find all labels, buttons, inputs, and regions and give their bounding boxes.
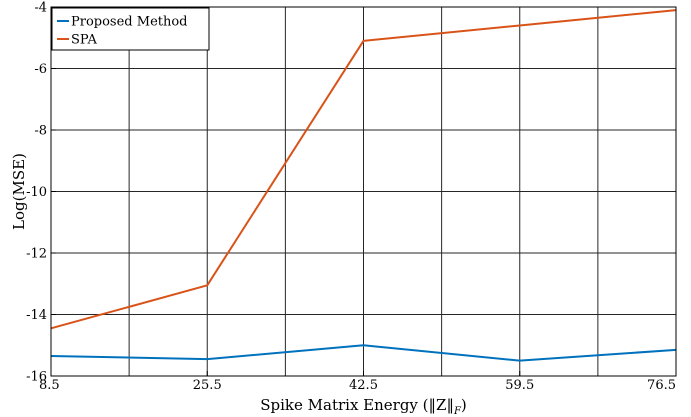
y-tick-label: -10 xyxy=(26,185,47,200)
y-tick-label: -16 xyxy=(26,370,47,385)
legend: Proposed Method SPA xyxy=(51,7,210,51)
legend-label-proposed-method: Proposed Method xyxy=(71,15,188,30)
x-tick-label: 76.5 xyxy=(647,378,676,393)
legend-label-spa: SPA xyxy=(71,33,97,48)
grid-lines xyxy=(51,7,676,376)
x-axis-title: Spike Matrix Energy (‖Z‖F) xyxy=(260,396,467,417)
x-tick-labels: 8.5 25.5 42.5 59.5 76.5 xyxy=(39,371,677,393)
y-tick-labels: -16 -14 -12 -10 -8 -6 -4 xyxy=(26,1,56,385)
x-axis-title-main: Spike Matrix Energy (‖Z‖ xyxy=(260,396,454,414)
y-tick-label: -14 xyxy=(26,308,47,323)
series-line-proposed-method xyxy=(50,344,677,362)
y-tick-label: -6 xyxy=(34,62,47,77)
series-lines xyxy=(50,9,677,362)
x-tick-label: 8.5 xyxy=(39,378,60,393)
y-tick-label: -8 xyxy=(34,124,47,139)
y-tick-label: -4 xyxy=(34,1,47,16)
legend-box xyxy=(51,7,210,51)
y-tick-label: -12 xyxy=(26,247,47,262)
x-tick-label: 42.5 xyxy=(349,378,378,393)
y-axis-title: Log(MSE) xyxy=(10,153,28,230)
x-tick-label: 25.5 xyxy=(193,378,222,393)
series-line-spa xyxy=(50,9,677,330)
x-axis-title-close: ) xyxy=(461,396,467,414)
x-tick-label: 59.5 xyxy=(505,378,534,393)
x-axis-title-subscript: F xyxy=(453,406,462,417)
